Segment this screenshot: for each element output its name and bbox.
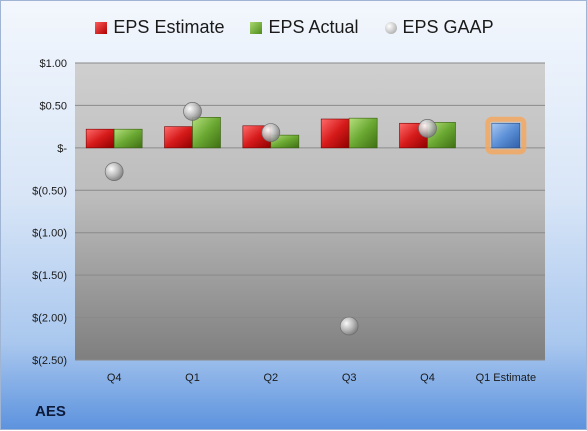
- y-tick-label: $(1.00): [32, 228, 67, 240]
- point-eps-gaap: [183, 102, 202, 121]
- point-eps-gaap: [261, 123, 281, 142]
- y-axis-labels: $1.00 $0.50 $- $(0.50) $(1.00) $(1.50) $(2.00)…: [32, 58, 67, 367]
- legend-item-eps-gaap: EPS GAAP: [384, 17, 494, 38]
- legend-label-gaap: EPS GAAP: [402, 17, 494, 37]
- y-tick-label: $(2.00): [32, 313, 67, 325]
- gaap-points: [104, 102, 437, 336]
- legend-swatch-actual: [250, 21, 263, 34]
- y-tick-label: $0.50: [39, 100, 67, 112]
- plot-area: [75, 63, 545, 360]
- bar-eps-estimate: [320, 118, 350, 149]
- legend: EPS Estimate EPS Actual EPS GAAP: [1, 17, 587, 38]
- x-tick-label: Q4: [107, 372, 122, 384]
- y-tick-label: $1.00: [39, 58, 67, 70]
- y-tick-label: $(2.50): [32, 355, 67, 367]
- bar-highlight-glow: [485, 116, 527, 155]
- x-tick-label: Q4: [420, 372, 435, 384]
- gridlines: [75, 62, 545, 361]
- bars: [85, 116, 527, 155]
- point-eps-gaap: [339, 316, 359, 336]
- bar-eps-estimate: [85, 128, 115, 149]
- x-tick-label: Q1: [185, 372, 200, 384]
- legend-swatch-estimate: [95, 21, 108, 34]
- x-tick-label: Q3: [342, 372, 357, 384]
- legend-label-estimate: EPS Estimate: [113, 17, 225, 37]
- y-tick-label: $(1.50): [32, 270, 67, 282]
- bar-eps-actual: [113, 128, 143, 149]
- legend-item-eps-actual: EPS Actual: [250, 17, 359, 38]
- point-eps-gaap: [418, 118, 437, 138]
- legend-swatch-gaap: [384, 21, 397, 34]
- company-ticker: AES: [35, 403, 66, 420]
- bar-eps-estimate: [164, 126, 193, 149]
- legend-item-eps-estimate: EPS Estimate: [95, 17, 224, 38]
- bar-eps-actual: [192, 117, 221, 149]
- bar-q1-estimate: [491, 122, 521, 149]
- y-tick-label: $-: [57, 143, 67, 155]
- point-eps-gaap: [104, 162, 124, 181]
- x-tick-label: Q1 Estimate: [476, 372, 537, 384]
- bar-eps-actual: [348, 117, 378, 149]
- legend-label-actual: EPS Actual: [268, 17, 359, 37]
- x-tick-label: Q2: [263, 372, 278, 384]
- x-axis-labels: Q4 Q1 Q2 Q3 Q4 Q1 Estimate: [107, 372, 536, 384]
- y-tick-label: $(0.50): [32, 185, 67, 197]
